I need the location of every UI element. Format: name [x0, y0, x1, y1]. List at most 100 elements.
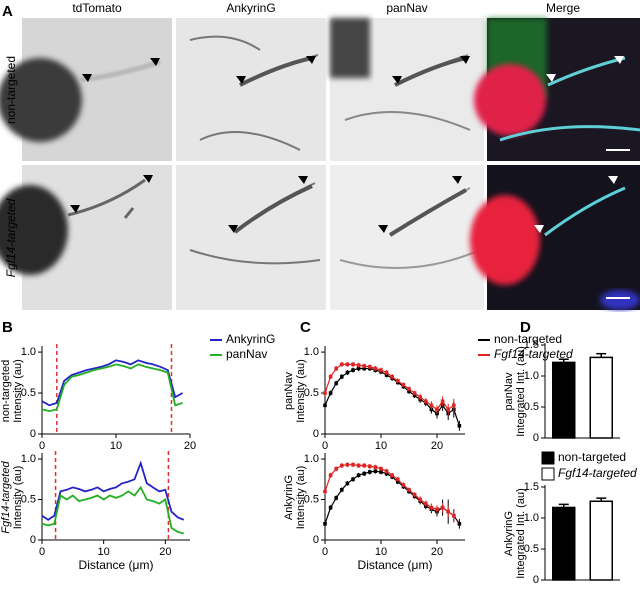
point [407, 389, 411, 394]
bar [552, 361, 576, 439]
x-tick-label: 20 [431, 440, 443, 452]
ais [239, 56, 313, 87]
point [401, 383, 406, 387]
point [457, 424, 462, 428]
point [362, 463, 366, 468]
patch [330, 18, 370, 78]
x-tick-label: 10 [375, 546, 387, 558]
point [373, 469, 378, 473]
y-axis-label: Intensity (au) [12, 466, 24, 530]
point [356, 366, 361, 371]
point [379, 470, 383, 474]
point [356, 473, 361, 478]
point [334, 496, 338, 500]
image [330, 165, 484, 310]
series-line [41, 460, 185, 521]
ais [544, 186, 626, 237]
point [328, 473, 333, 478]
point [373, 366, 378, 371]
red-cell [470, 195, 540, 285]
point [429, 407, 434, 412]
point [368, 464, 372, 469]
point [452, 513, 456, 518]
point [446, 407, 450, 412]
ais [233, 184, 313, 234]
y-tick-label: 0 [533, 432, 539, 444]
point [418, 395, 422, 399]
panel-label: B [2, 319, 13, 336]
panel-label: D [520, 319, 531, 336]
y-tick-label: 0 [313, 534, 319, 546]
bar [589, 500, 613, 581]
axon [67, 178, 146, 219]
y-axis-label: AnkyrinG [503, 511, 515, 556]
point [340, 362, 344, 367]
column-header: Merge [546, 1, 580, 15]
legend-swatch [541, 467, 555, 481]
point [334, 381, 338, 386]
y-axis-label: Intensity (au) [12, 359, 24, 423]
column-header: tdTomato [72, 1, 122, 15]
point [424, 399, 428, 404]
point [384, 469, 389, 473]
point [345, 481, 350, 486]
y-tick-label: 0.5 [21, 387, 36, 399]
point [328, 505, 333, 510]
x-tick-label: 0 [322, 440, 328, 452]
y-tick-label: 1.0 [21, 346, 36, 358]
point [429, 505, 434, 510]
x-tick-label: 10 [110, 440, 122, 452]
cell-body [0, 185, 68, 275]
x-axis-label: Distance (μm) [358, 558, 433, 572]
y-tick-label: 1.0 [304, 346, 319, 358]
point [345, 362, 350, 367]
point [368, 365, 372, 369]
point [351, 368, 355, 372]
point [390, 473, 394, 478]
ais [394, 56, 467, 87]
x-tick-label: 20 [159, 546, 171, 558]
point [440, 399, 445, 404]
point [429, 403, 434, 408]
y-tick-label: 1.0 [304, 453, 319, 465]
point [457, 522, 462, 526]
y-tick-label: 1.5 [524, 481, 539, 493]
point [323, 403, 327, 408]
legend-swatch [541, 451, 555, 465]
series-line [324, 363, 455, 411]
point [340, 463, 344, 468]
point [345, 462, 350, 467]
y-tick-label: 0.5 [524, 543, 539, 555]
y-axis-label: panNav [283, 372, 295, 410]
y-axis-label: Integrated Int. (au) [515, 346, 527, 437]
point [362, 364, 366, 368]
y-tick-label: 0 [533, 574, 539, 586]
column-header: AnkyrinG [226, 1, 275, 15]
point [351, 477, 355, 482]
point [412, 492, 417, 497]
point [424, 501, 428, 506]
y-tick-label: 0 [30, 428, 36, 440]
point [418, 497, 422, 502]
y-axis-label: Intensity (au) [295, 466, 307, 530]
point [379, 466, 383, 471]
ais [388, 188, 467, 237]
arrowheads [70, 56, 470, 233]
bar [589, 356, 613, 439]
legend-label: Fgf14-targeted [494, 347, 573, 361]
legend-label: panNav [226, 347, 267, 361]
x-tick-label: 10 [98, 546, 110, 558]
point [407, 387, 411, 391]
series-line [41, 363, 183, 413]
bar [552, 506, 576, 581]
point [396, 378, 400, 383]
y-axis-label: Fgf14-targeted [0, 461, 12, 534]
panel-label: A [2, 3, 13, 20]
point [396, 477, 400, 482]
point [412, 391, 417, 395]
x-axis-label: Distance (μm) [79, 558, 154, 572]
image [176, 165, 326, 310]
point [334, 466, 338, 471]
x-tick-label: 10 [375, 440, 387, 452]
